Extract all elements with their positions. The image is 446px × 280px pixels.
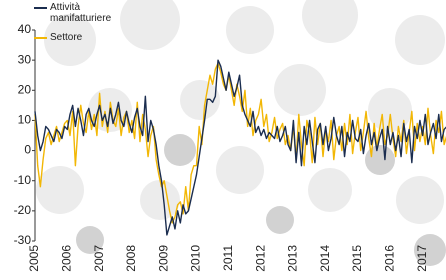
chart-container: -30-20-100102030402005200620072008200920… xyxy=(0,0,446,280)
x-tick-label: 2005 xyxy=(27,245,41,272)
x-tick-label: 2016 xyxy=(382,245,396,272)
x-tick-label: 2007 xyxy=(92,245,106,272)
x-tick-label: 2010 xyxy=(189,245,203,272)
y-tick-label: -10 xyxy=(14,173,32,187)
legend-label: Settore xyxy=(50,32,82,43)
y-tick-label: 20 xyxy=(18,82,32,96)
x-tick-label: 2015 xyxy=(350,245,364,272)
x-tick-label: 2013 xyxy=(286,245,300,272)
legend-swatch xyxy=(34,7,47,9)
legend: Attività manifatturiere Settore xyxy=(34,2,130,51)
x-tick-label: 2017 xyxy=(415,245,429,272)
y-tick-label: 0 xyxy=(24,143,31,157)
legend-item: Attività manifatturiere xyxy=(34,2,130,24)
y-tick-label: -20 xyxy=(14,203,32,217)
legend-swatch xyxy=(34,37,47,39)
legend-label: Attività manifatturiere xyxy=(50,2,111,24)
y-tick-label: 10 xyxy=(18,113,32,127)
x-tick-label: 2012 xyxy=(253,245,267,272)
y-tick-label: 40 xyxy=(18,22,32,36)
x-tick-label: 2006 xyxy=(59,245,73,272)
y-tick-label: 30 xyxy=(18,52,32,66)
x-tick-label: 2011 xyxy=(221,245,235,271)
x-tick-label: 2009 xyxy=(156,245,170,272)
x-tick-label: 2014 xyxy=(318,245,332,272)
legend-item: Settore xyxy=(34,32,130,43)
x-tick-label: 2008 xyxy=(124,245,138,272)
